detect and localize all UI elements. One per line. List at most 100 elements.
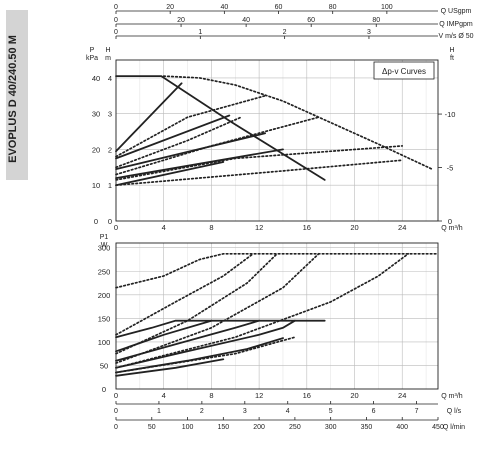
head-xtick-label: 0 — [114, 223, 118, 232]
power-ylabel: P1 — [100, 234, 109, 241]
head-series-line-dotted — [115, 145, 404, 181]
top-axis-tick-label: 0 — [114, 17, 118, 24]
top-axis-tick-label: 60 — [307, 17, 315, 24]
head-xtick-label: 8 — [209, 223, 213, 232]
power-xtick-label: 24 — [398, 391, 406, 400]
bottom-axis-tick-label: 150 — [217, 424, 229, 431]
power-xtick-label: 20 — [350, 391, 358, 400]
bottom-axis-tick-label: 1 — [157, 408, 161, 415]
power-ylabel: W — [101, 242, 108, 249]
power-xlabel: Q m³/h — [441, 393, 462, 400]
power-xtick-label: 12 — [255, 391, 263, 400]
legend: Δp-v Curves — [373, 61, 435, 80]
bottom-axis-tick-label: 0 — [114, 424, 118, 431]
power-ytick-label: 200 — [98, 291, 111, 300]
power-series-line-dotted — [115, 252, 254, 336]
top-axis-title: Q IMPgpm — [439, 21, 473, 28]
head-right-label: ft — [450, 55, 454, 62]
top-axis-title: Q USgpm — [441, 8, 472, 15]
head-series-line-dotted — [115, 159, 404, 187]
head-xtick-label: 4 — [162, 223, 166, 232]
bottom-axis-tick-label: 350 — [361, 424, 373, 431]
head-ytick-kpa: 20 — [92, 145, 100, 154]
head-series-line-dotted — [115, 116, 243, 169]
bottom-axis-tick-label: 4 — [286, 408, 290, 415]
head-ylabel: P — [90, 47, 95, 54]
head-series-line-solid — [115, 161, 225, 187]
head-xtick-label: 16 — [303, 223, 311, 232]
power-series-line-dotted — [115, 252, 278, 355]
bottom-axis-title: Q l/s — [447, 408, 462, 415]
top-axis-tick-label: 40 — [242, 17, 250, 24]
top-axis-tick-label: 3 — [367, 29, 371, 36]
bottom-axis-tick-label: 0 — [114, 408, 118, 415]
power-ytick-label: 50 — [100, 361, 108, 370]
head-ytick-kpa: 40 — [92, 74, 100, 83]
bottom-axis-tick-label: 2 — [200, 408, 204, 415]
bottom-axis-tick-label: 100 — [182, 424, 194, 431]
head-grid — [115, 59, 439, 222]
top-axis-tick-label: 40 — [220, 4, 228, 11]
head-xtick-label: 12 — [255, 223, 263, 232]
head-ytick-kpa: 30 — [92, 110, 100, 119]
power-ytick-label: 300 — [98, 244, 111, 253]
power-series-line-solid — [115, 319, 296, 369]
head-xlabel: Q m³/h — [441, 225, 462, 232]
head-series-line-solid — [115, 148, 284, 179]
head-ytick-m: 4 — [108, 74, 112, 83]
power-series-line-dotted — [115, 252, 439, 289]
head-series-line-solid — [115, 82, 183, 153]
bottom-axis-tick-label: 250 — [289, 424, 301, 431]
head-right-tick-label: 0 — [448, 217, 452, 226]
top-axis-tick-label: 20 — [166, 4, 174, 11]
power-xtick-label: 0 — [114, 391, 118, 400]
bottom-axis-tick-label: 7 — [415, 408, 419, 415]
plot-frame — [115, 242, 439, 390]
top-axis-tick-label: 80 — [329, 4, 337, 11]
bottom-axis-tick-label: 50 — [148, 424, 156, 431]
head-ylabel: kPa — [86, 55, 98, 62]
head-ytick-kpa: 10 — [92, 181, 100, 190]
power-xtick-label: 16 — [303, 391, 311, 400]
head-series-line-dotted — [162, 75, 433, 170]
power-xtick-label: 4 — [162, 391, 166, 400]
power-ytick-label: 100 — [98, 338, 111, 347]
power-series-line-dotted — [115, 252, 410, 369]
top-axis-tick-label: 1 — [198, 29, 202, 36]
head-series-line-solid — [115, 114, 231, 160]
top-axis-tick-label: 100 — [381, 4, 393, 11]
top-axis-tick-label: 60 — [275, 4, 283, 11]
head-series-line-dotted — [115, 94, 266, 158]
power-grid — [115, 242, 439, 390]
power-series-line-dotted — [115, 252, 320, 364]
power-ytick-label: 250 — [98, 267, 111, 276]
bottom-axis-tick-label: 400 — [396, 424, 408, 431]
top-axis-tick-label: 80 — [372, 17, 380, 24]
bottom-axis-tick-label: 6 — [372, 408, 376, 415]
top-axis-tick-label: 0 — [114, 4, 118, 11]
head-series-line-dotted — [115, 116, 320, 176]
top-axis-tick-label: 20 — [177, 17, 185, 24]
legend-text: Δp-v Curves — [382, 67, 426, 76]
plot-frame — [115, 59, 439, 222]
legend-box — [373, 61, 435, 80]
head-ylabel: H — [105, 47, 110, 54]
head-ytick-m: 2 — [108, 145, 112, 154]
power-ytick-label: 0 — [102, 385, 106, 394]
head-ylabel: m — [105, 55, 111, 62]
head-ytick-m: 0 — [108, 217, 112, 226]
head-right-tick-label: -5 — [447, 164, 454, 173]
head-ytick-m: 1 — [108, 181, 112, 190]
power-series-line-solid — [115, 358, 225, 377]
top-axis-tick-label: 2 — [283, 29, 287, 36]
power-xtick-label: 8 — [209, 391, 213, 400]
bottom-axis-tick-label: 300 — [325, 424, 337, 431]
power-series-line-solid — [115, 319, 326, 339]
head-series-line-solid — [115, 132, 266, 170]
model-sidebar — [6, 10, 28, 180]
bottom-axis-title: Q l/min — [443, 424, 465, 431]
bottom-axis-tick-label: 5 — [329, 408, 333, 415]
bottom-axis-tick-label: 3 — [243, 408, 247, 415]
head-ytick-m: 3 — [108, 110, 112, 119]
